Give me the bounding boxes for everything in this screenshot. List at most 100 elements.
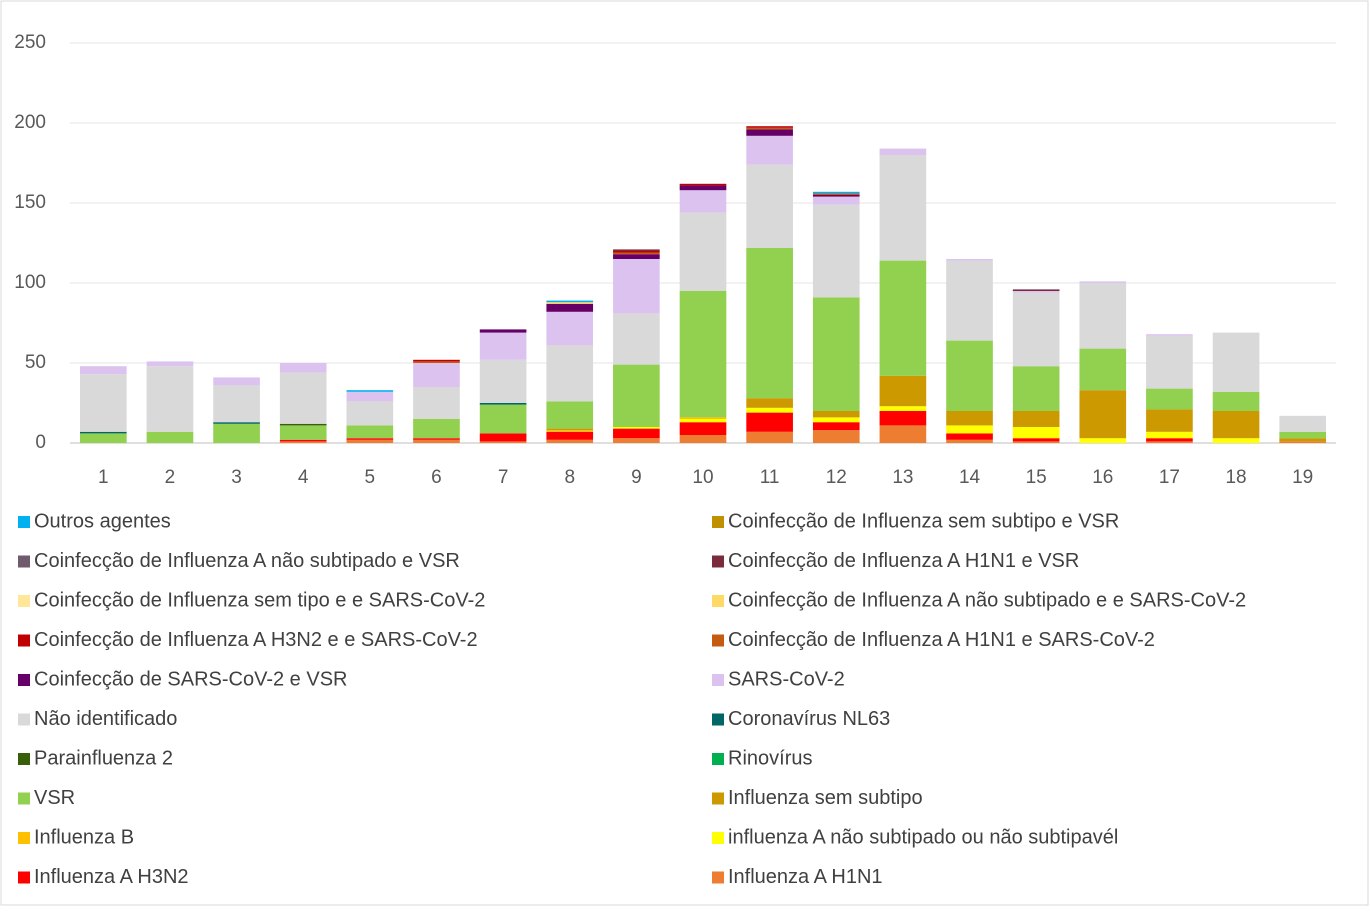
bar-segment — [1279, 441, 1327, 443]
bar-segment — [1146, 388, 1193, 410]
legend-swatch — [712, 871, 724, 884]
x-tick-label: 15 — [1026, 467, 1047, 488]
bar-segment — [679, 185, 727, 191]
bar-segment — [812, 196, 860, 205]
bar-segment — [1012, 291, 1060, 293]
bar-segment — [546, 300, 594, 303]
bar-segment — [279, 439, 327, 442]
bar-segment — [346, 438, 394, 440]
bar-segment — [279, 363, 327, 373]
legend-label: Coinfecção de Influenza A H1N1 e SARS-Co… — [728, 629, 1155, 651]
bar-segment — [279, 372, 327, 424]
legend-label: Influenza B — [34, 826, 134, 848]
bar-segment — [546, 302, 594, 304]
bar-segment — [613, 438, 660, 443]
x-tick-label: 12 — [826, 467, 847, 488]
bar-segment — [613, 427, 660, 429]
legend-label: Outros agentes — [34, 510, 171, 532]
x-tick-label: 10 — [692, 467, 713, 488]
bar-segment — [1079, 281, 1127, 283]
legend-label: influenza A não subtipado ou não subtipa… — [728, 826, 1118, 848]
x-tick-label: 9 — [631, 467, 642, 488]
bar-segment — [1079, 438, 1127, 443]
bar-segment — [546, 439, 594, 443]
bar-segment — [879, 375, 927, 407]
bar-segment — [413, 439, 460, 443]
bar-segment — [1146, 431, 1193, 439]
legend-label: Coinfecção de SARS-CoV-2 e VSR — [34, 668, 348, 690]
bar-segment — [213, 377, 260, 386]
bar-segment — [746, 431, 793, 443]
x-tick-label: 7 — [498, 467, 509, 488]
bar-segment — [1146, 441, 1193, 443]
bar-segment — [346, 439, 394, 443]
y-tick-label: 0 — [35, 432, 46, 453]
legend-swatch — [712, 792, 724, 805]
bar-segment — [279, 441, 327, 443]
bar-segment — [279, 425, 327, 440]
x-tick-label: 6 — [431, 467, 442, 488]
bar-segment — [946, 340, 993, 411]
legend-label: Rinovírus — [728, 747, 812, 769]
bar-segment — [1279, 431, 1327, 439]
bar-segment — [946, 411, 993, 426]
bar-segment — [1012, 411, 1060, 427]
bar-segment — [413, 438, 460, 440]
bar-segment — [1146, 334, 1193, 336]
bar-segment — [79, 374, 127, 432]
bar-segment — [546, 311, 594, 346]
bar-segment — [213, 423, 260, 443]
bar-segment — [946, 259, 993, 261]
legend-swatch — [18, 634, 30, 647]
legend-swatch — [712, 713, 724, 726]
bar-segment — [213, 422, 260, 424]
bar-segment — [479, 359, 527, 403]
legend-label: SARS-CoV-2 — [728, 668, 845, 690]
bar-segment — [946, 439, 993, 443]
bar-segment — [1146, 438, 1193, 442]
bar-segment — [413, 361, 460, 363]
x-tick-label: 16 — [1092, 467, 1113, 488]
legend-swatch — [18, 713, 30, 726]
legend-label: VSR — [34, 787, 75, 809]
bar-segment — [79, 431, 127, 434]
bar-segment — [812, 204, 860, 298]
legend-swatch — [712, 832, 724, 844]
bar-segment — [879, 148, 927, 155]
legend-swatch — [712, 753, 724, 765]
bar-segment — [413, 419, 460, 439]
x-tick-label: 3 — [231, 467, 242, 488]
bar-segment — [679, 435, 727, 443]
bar-segment — [613, 428, 660, 439]
bar-segment — [879, 411, 927, 426]
bar-segment — [679, 183, 727, 186]
bar-segment — [812, 195, 860, 197]
bar-segment — [79, 433, 127, 443]
bar-segment — [1279, 438, 1327, 442]
bar-segment — [79, 366, 127, 375]
bar-segment — [479, 404, 527, 434]
bar-segment — [1146, 409, 1193, 432]
bar-segment — [1012, 441, 1060, 443]
x-tick-label: 1 — [98, 467, 109, 488]
bar-segment — [679, 190, 727, 213]
legend-label: Coinfecção de Influenza A não subtipado … — [34, 550, 460, 572]
bar-segment — [1212, 411, 1260, 439]
bar-segment — [613, 364, 660, 427]
bar-segment — [546, 303, 594, 312]
x-tick-label: 18 — [1225, 467, 1246, 488]
bar-segment — [613, 313, 660, 365]
x-tick-label: 13 — [892, 467, 913, 488]
bar-segment — [1012, 427, 1060, 439]
bar-segment — [812, 411, 860, 418]
legend-swatch — [18, 516, 30, 528]
bar-segment — [479, 332, 527, 360]
bar-segment — [146, 361, 194, 367]
bar-segment — [346, 391, 394, 402]
bar-segment — [812, 422, 860, 431]
legend-swatch — [712, 516, 724, 528]
bar-segment — [413, 387, 460, 419]
bar-segment — [479, 329, 527, 333]
bar-segment — [679, 291, 727, 418]
bar-segment — [413, 363, 460, 387]
